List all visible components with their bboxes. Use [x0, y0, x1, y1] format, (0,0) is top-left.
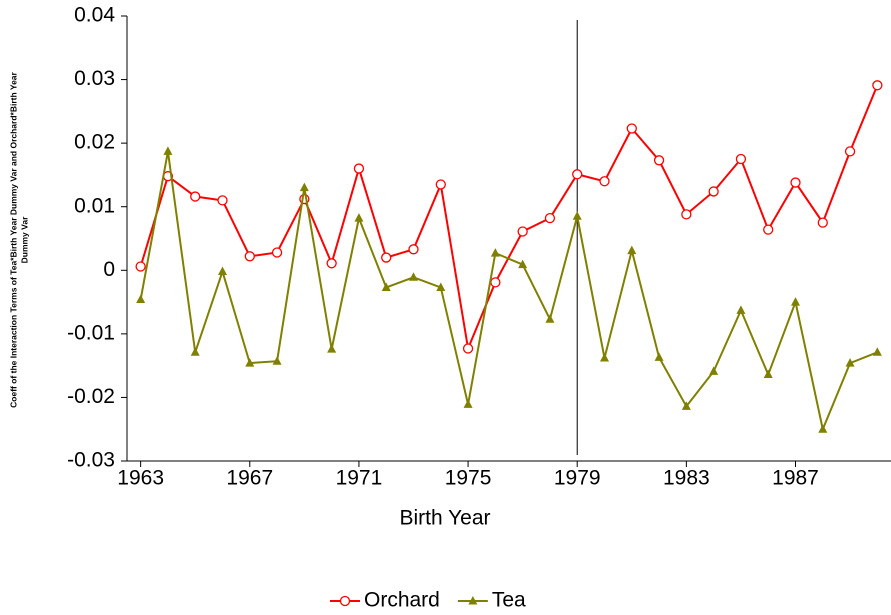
point [763, 369, 773, 379]
y-tick-label: 0.03 [74, 67, 115, 90]
point [681, 209, 692, 220]
point [518, 259, 528, 269]
y-tick-label: 0 [103, 258, 115, 281]
y-tick-label: -0.02 [67, 385, 115, 408]
point [654, 352, 664, 361]
point [708, 186, 719, 197]
y-tick-label: -0.03 [67, 449, 115, 472]
point [490, 248, 500, 257]
point [517, 226, 528, 237]
point [299, 182, 309, 192]
x-tick-label: 1963 [117, 467, 164, 490]
y-tick-label: 0.01 [74, 194, 115, 217]
x-tick-label: 1987 [772, 467, 819, 490]
y-tick-label: 0.04 [74, 4, 115, 27]
series-line [139, 151, 878, 433]
point [435, 179, 446, 190]
point [572, 169, 583, 180]
point [135, 261, 146, 272]
point [844, 146, 856, 157]
point [545, 314, 555, 323]
point [354, 213, 364, 222]
point [436, 282, 446, 291]
point [817, 217, 828, 228]
point [381, 282, 391, 291]
y-axis-title-line: Coeff of the Interaction Terms of Tea*Bi… [8, 71, 18, 407]
x-tick-label: 1975 [445, 467, 492, 490]
series [136, 146, 882, 433]
point [600, 353, 609, 362]
point [327, 344, 337, 353]
point [409, 272, 418, 281]
point [244, 251, 255, 262]
point [245, 358, 255, 367]
point [544, 213, 556, 224]
point [408, 244, 419, 255]
point [272, 356, 282, 365]
point [872, 347, 882, 356]
series-line [139, 84, 879, 353]
legend-marker [339, 595, 351, 607]
point [653, 155, 665, 166]
y-axis-title: Coeff of the Interaction Terms of Tea*Bi… [8, 71, 29, 407]
legend-label: Tea [492, 589, 526, 612]
point [381, 252, 392, 263]
series [135, 80, 883, 354]
point [626, 123, 637, 134]
point [845, 358, 855, 367]
point [872, 80, 883, 91]
y-axis-title-line: Dummy Var [19, 216, 29, 263]
point [709, 366, 719, 375]
point [627, 245, 637, 255]
legend-marker [468, 596, 478, 605]
point [271, 247, 283, 258]
point [490, 277, 501, 288]
x-tick-label: 1979 [554, 467, 601, 490]
legend-label: Orchard [364, 589, 440, 612]
y-tick-label: 0.02 [74, 131, 115, 154]
point [190, 347, 200, 356]
point [353, 163, 365, 174]
point [736, 305, 746, 314]
x-tick-label: 1971 [336, 467, 383, 490]
y-tick-label: -0.01 [67, 321, 115, 344]
point [463, 399, 473, 408]
point [190, 191, 201, 202]
point [217, 195, 228, 206]
point [462, 343, 474, 354]
x-axis-title: Birth Year [399, 507, 490, 530]
point [163, 146, 173, 155]
point [136, 294, 146, 304]
point [681, 401, 691, 410]
point [818, 424, 828, 433]
point [218, 266, 227, 276]
point [599, 176, 610, 187]
point [763, 224, 774, 235]
point [326, 258, 337, 269]
point [791, 297, 800, 306]
point [735, 153, 747, 165]
point [572, 211, 582, 220]
point [790, 177, 801, 188]
x-tick-label: 1983 [663, 467, 710, 490]
x-tick-label: 1967 [226, 467, 273, 490]
